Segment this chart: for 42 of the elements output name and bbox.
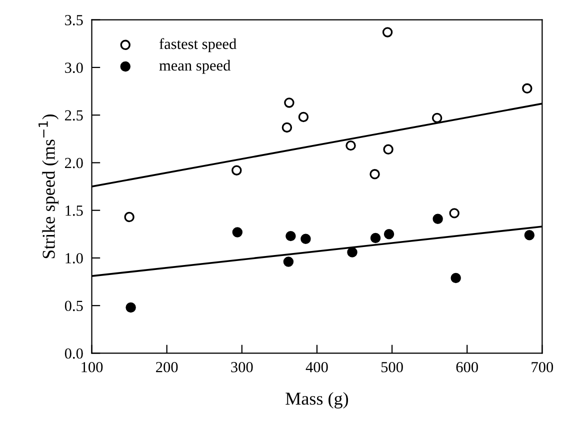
y-tick-label: 1.0 [66,253,83,264]
x-tick-label: 500 [381,362,403,372]
y-axis-title: Strike speed (ms$^{−1}$) [38,114,59,258]
point [232,227,243,238]
y-tick-label: 0.0 [64,348,83,359]
point [450,272,461,284]
x-axis-title: Mass (g) [286,392,348,408]
x-tick-label: 200 [156,362,178,372]
point [432,112,442,124]
x-tick-label: 700 [532,362,554,372]
point [298,112,309,122]
x-tick-label: 100 [82,362,103,372]
point [383,144,394,154]
legend-label: mean speed [159,60,230,74]
point [284,98,294,108]
point [384,229,394,240]
point [524,230,535,240]
x-tick-label: 400 [306,362,328,372]
point [522,83,532,94]
point [282,122,292,133]
point [370,169,380,180]
y-tick-label: 3.0 [65,62,83,73]
x-tick-label: 600 [456,362,478,372]
legend-label: fastest speed [159,38,236,52]
point [232,165,242,176]
y-tick-label: 0.5 [64,300,83,312]
point [449,208,460,218]
point [347,247,358,258]
point [126,302,136,313]
point [370,232,381,244]
y-tick-label: 1.5 [66,206,83,216]
point [432,214,443,224]
y-tick-label: 2.5 [65,110,83,121]
y-tick-label: 2.0 [65,158,83,168]
point [346,140,356,151]
x-tick-label: 300 [231,362,253,372]
point [283,256,294,267]
y-tick-label: 3.5 [65,15,83,26]
point [286,230,296,242]
point [124,212,134,222]
point [300,234,311,244]
point [382,27,393,38]
